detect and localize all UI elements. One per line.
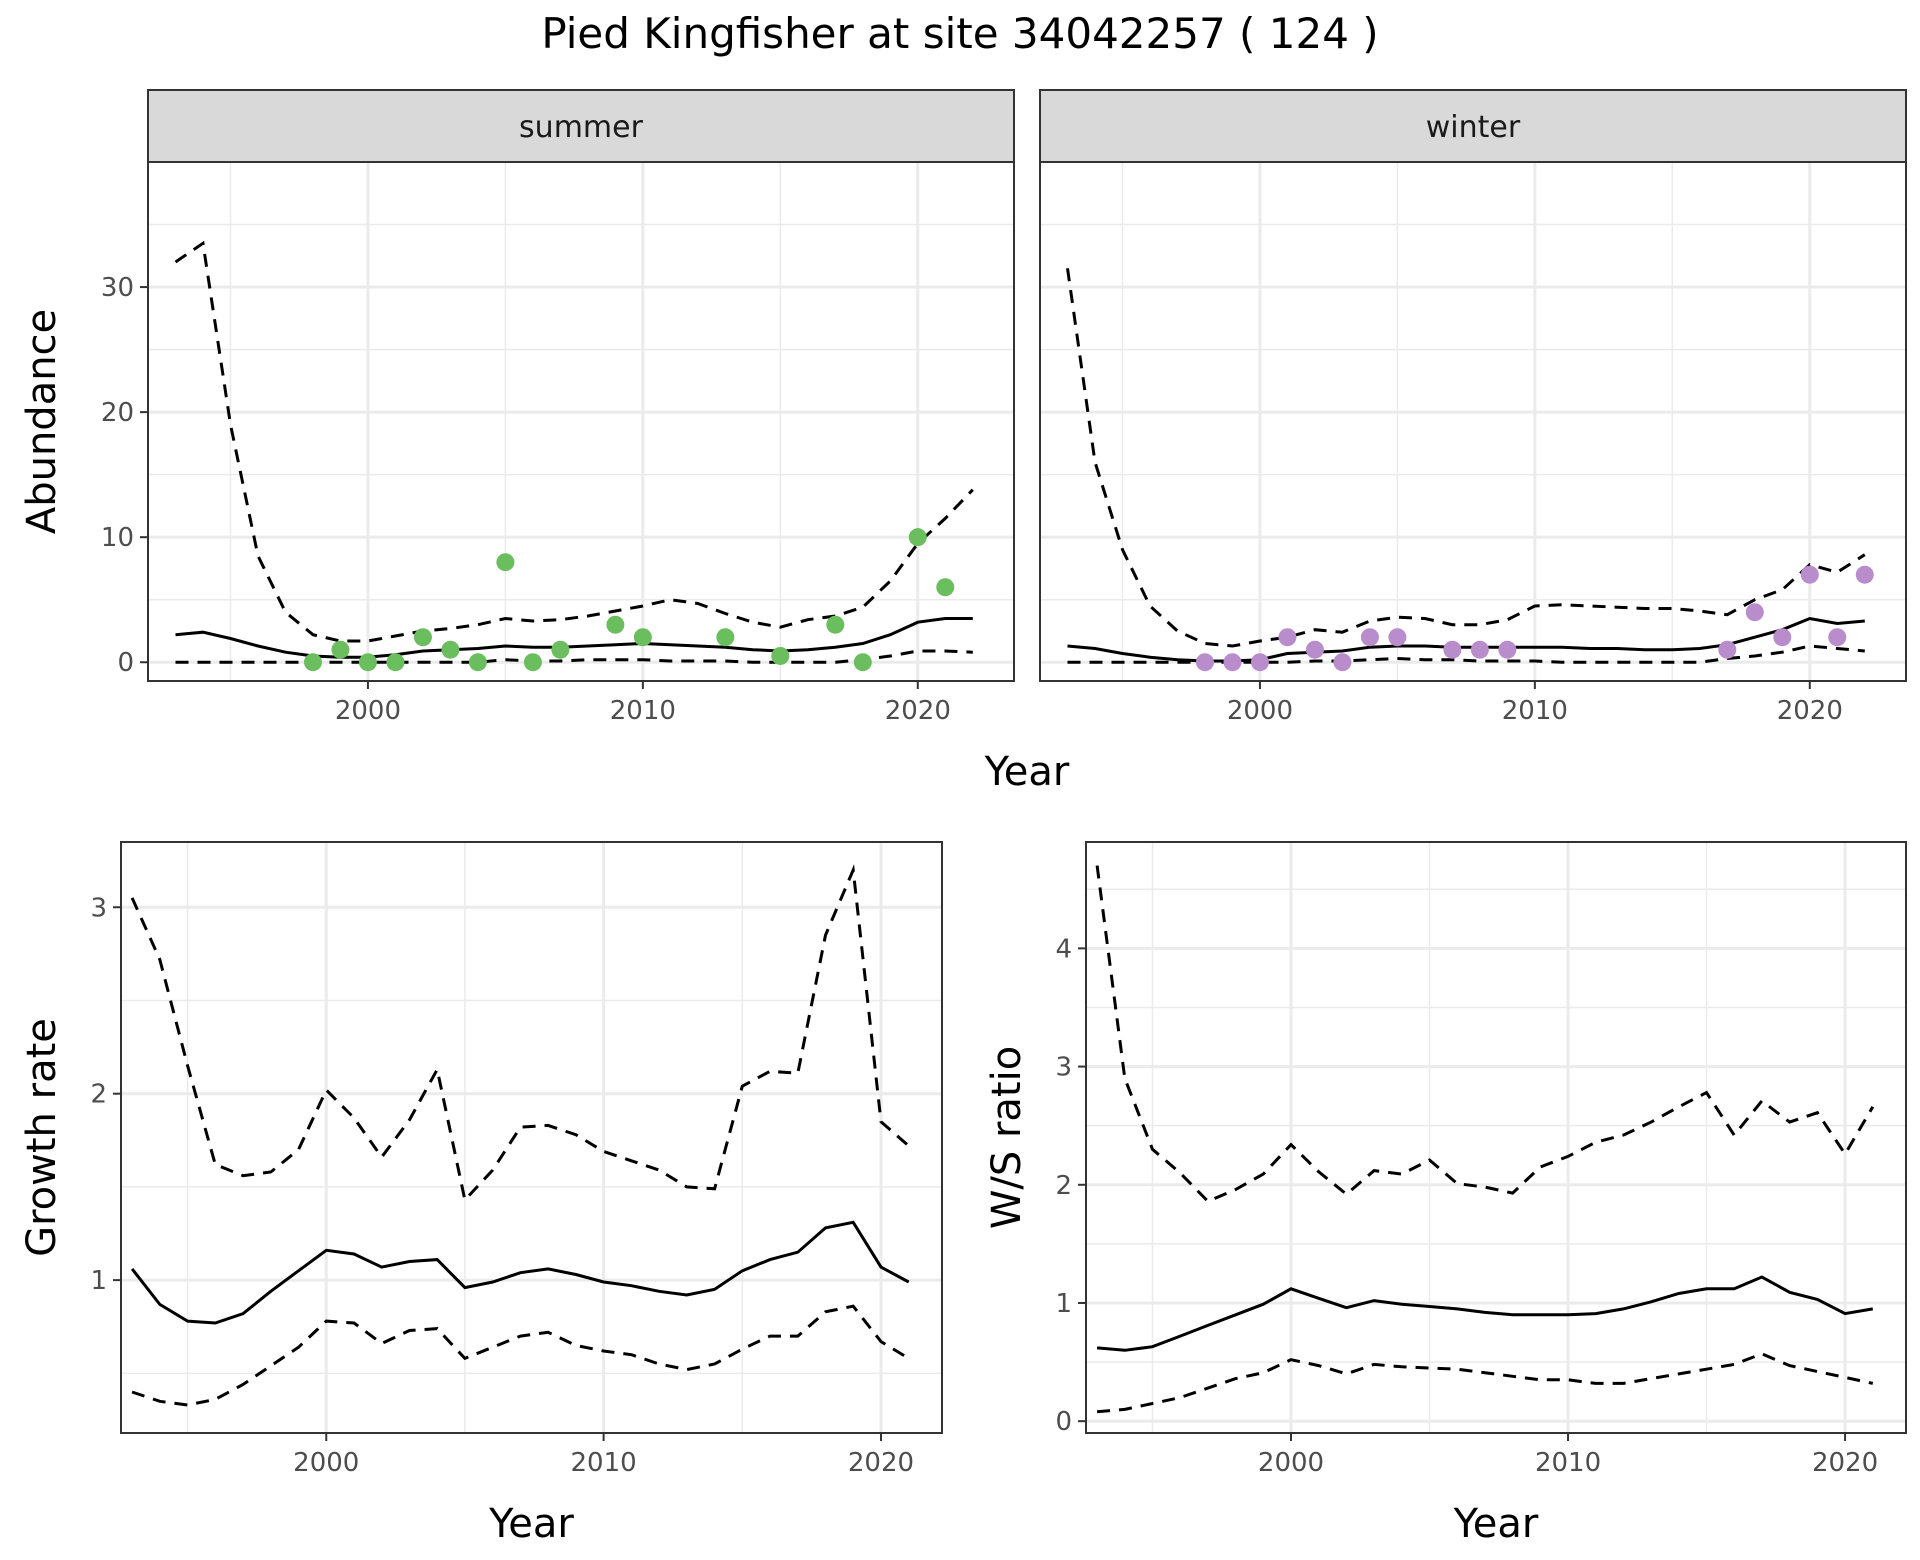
lower-bound-line (1096, 1352, 1874, 1414)
growth-x-axis-label: Year (488, 1501, 574, 1547)
y-tick-label: 10 (101, 523, 134, 553)
data-point (468, 653, 487, 672)
lower-bound-line (131, 1304, 910, 1407)
panel-border (1085, 841, 1907, 1434)
upper-bound-line (1066, 268, 1866, 648)
x-tick-label: 2000 (1258, 1448, 1324, 1478)
x-tick-label: 2010 (571, 1448, 637, 1478)
x-tick-label: 2020 (1812, 1448, 1878, 1478)
data-point (523, 653, 542, 672)
data-point (1773, 628, 1792, 647)
upper-bound-line (130, 864, 910, 1204)
data-point (1333, 653, 1352, 672)
y-tick-label: 2 (1055, 1171, 1072, 1201)
y-tick-label: 2 (90, 1080, 107, 1110)
data-point (1828, 628, 1847, 647)
x-tick-label: 2020 (848, 1448, 914, 1478)
data-point (1443, 640, 1462, 659)
abundance-panel-winter: 2000 2010 2020 winter (1039, 89, 1907, 726)
data-point (1388, 628, 1407, 647)
data-point (331, 640, 350, 659)
facet-strip-label: summer (519, 110, 644, 145)
y-tick-label: 1 (1055, 1289, 1072, 1319)
x-tick-label: 2010 (1535, 1448, 1601, 1478)
data-point (936, 578, 955, 597)
upper-bound-line (1095, 865, 1875, 1204)
data-point (441, 640, 460, 659)
x-tick-label: 2010 (610, 696, 676, 726)
data-point (1278, 628, 1297, 647)
ws-x-axis-label: Year (1453, 1501, 1539, 1547)
mean-line (130, 1220, 910, 1325)
x-tick-label: 2000 (293, 1448, 359, 1478)
panel-background (121, 842, 942, 1433)
y-tick-label: 20 (101, 398, 134, 428)
growth-rate-panel: 1 2 3 2000 2010 2020 (90, 841, 943, 1478)
y-tick-label: 30 (101, 273, 134, 303)
data-point (386, 653, 405, 672)
facet-strip (147, 89, 1015, 163)
data-point (413, 628, 432, 647)
data-point (358, 653, 377, 672)
x-tick-label: 2000 (335, 696, 401, 726)
x-tick-label: 2000 (1227, 696, 1293, 726)
figure-title: Pied Kingfisher at site 34042257 ( 124 ) (541, 9, 1378, 58)
y-tick-label: 3 (90, 893, 107, 923)
data-point (1250, 653, 1269, 672)
abundance-x-axis-label: Year (984, 749, 1070, 795)
data-point (551, 640, 570, 659)
data-point (303, 653, 322, 672)
y-tick-label: 1 (90, 1266, 107, 1296)
growth-y-axis-label: Growth rate (19, 1018, 65, 1257)
abundance-panel-summer: 0 10 20 30 2000 2010 2020 summer (101, 89, 1015, 726)
y-tick-label: 3 (1055, 1053, 1072, 1083)
facet-strip (1039, 89, 1907, 163)
data-point (606, 615, 625, 634)
mean-line (1096, 1275, 1874, 1352)
data-point (496, 553, 515, 572)
data-point (716, 628, 735, 647)
panel-background (1040, 162, 1906, 681)
data-point (1800, 565, 1819, 584)
data-point (826, 615, 845, 634)
panel-border (120, 841, 943, 1434)
y-tick-label: 0 (117, 648, 134, 678)
y-tick-label: 0 (1055, 1407, 1072, 1437)
y-tick-label: 4 (1055, 934, 1072, 964)
data-point (1470, 640, 1489, 659)
panel-background (1086, 842, 1906, 1433)
panel-background (148, 162, 1014, 681)
ws-ratio-panel: 0 1 2 3 4 2000 2010 2020 (1055, 841, 1907, 1478)
facet-strip-label: winter (1426, 110, 1521, 145)
data-point (908, 528, 927, 547)
data-point (1195, 653, 1214, 672)
x-tick-label: 2020 (885, 696, 951, 726)
data-point (771, 646, 790, 665)
data-point (1223, 653, 1242, 672)
upper-bound-line (174, 240, 974, 643)
data-point (1305, 640, 1324, 659)
data-point (633, 628, 652, 647)
abundance-y-axis-label: Abundance (19, 309, 65, 534)
data-point (1360, 628, 1379, 647)
data-point (1498, 640, 1517, 659)
x-tick-label: 2020 (1777, 696, 1843, 726)
x-tick-label: 2010 (1502, 696, 1568, 726)
data-point (1718, 640, 1737, 659)
data-point (1745, 603, 1764, 622)
data-point (853, 653, 872, 672)
data-point (1855, 565, 1874, 584)
ws-y-axis-label: W/S ratio (984, 1046, 1030, 1229)
